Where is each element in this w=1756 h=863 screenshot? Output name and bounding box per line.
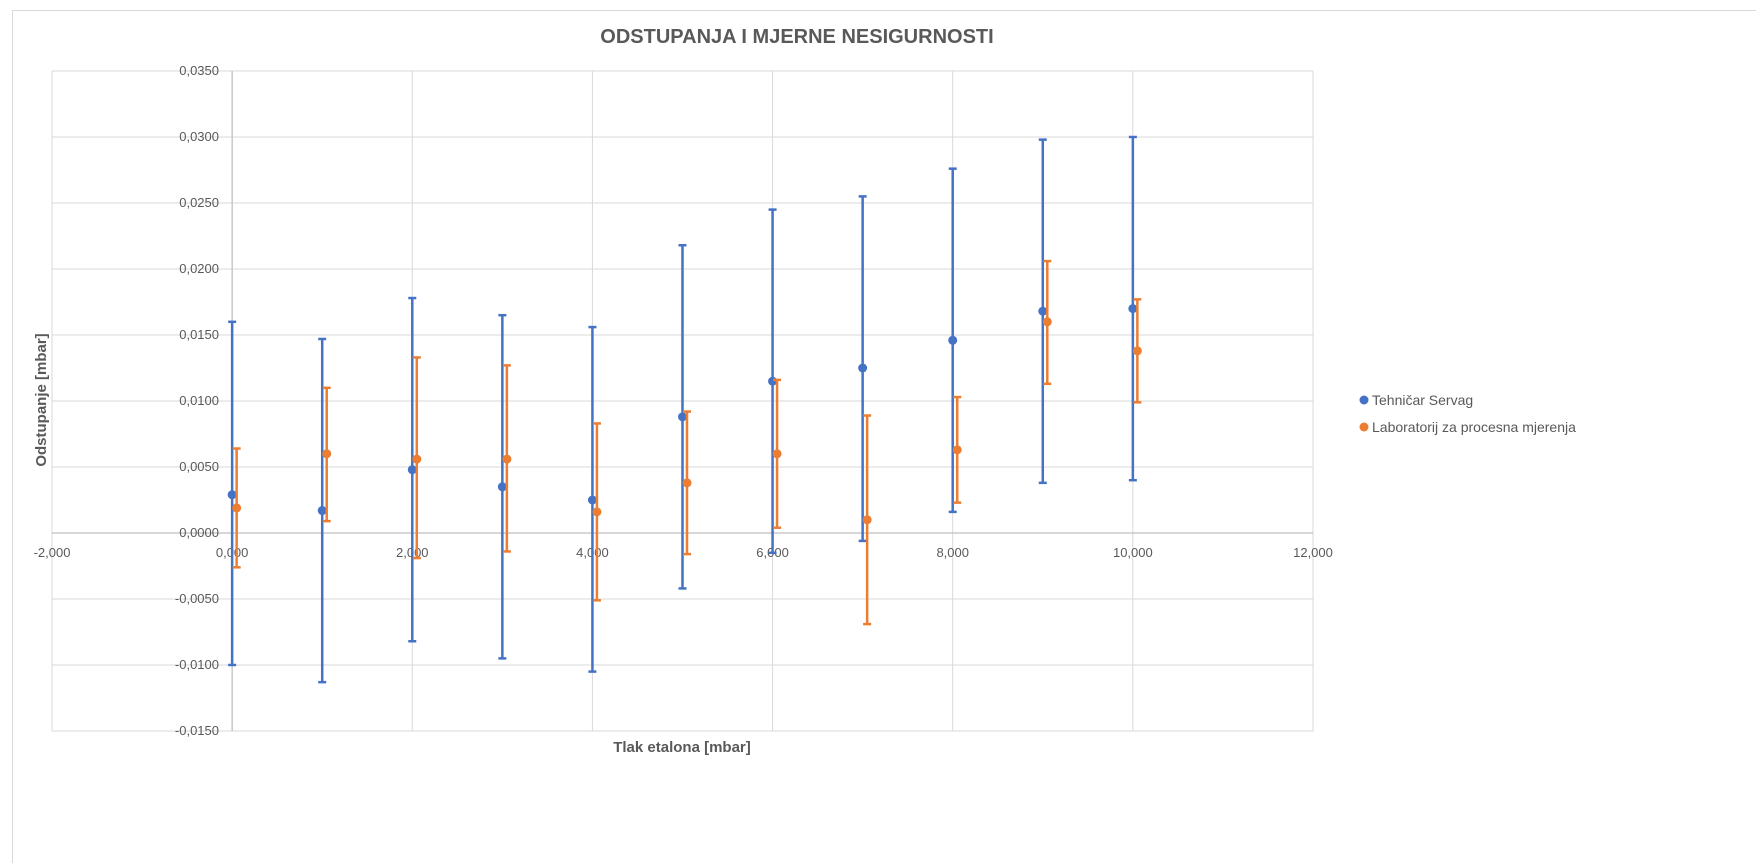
y-tick-label: -0,0050	[175, 591, 219, 606]
data-point	[322, 449, 332, 459]
legend-label: Laboratorij za procesna mjerenja	[1372, 419, 1576, 435]
data-point	[502, 454, 512, 464]
y-tick-label: 0,0000	[179, 525, 219, 540]
data-point	[678, 412, 687, 422]
y-tick-label: 0,0350	[179, 63, 219, 78]
chart-title: ODSTUPANJA I MJERNE NESIGURNOSTI	[600, 26, 993, 48]
chart-frame	[12, 10, 1756, 863]
data-point	[407, 465, 417, 475]
x-tick-label: 8,000	[936, 545, 969, 560]
data-point	[1132, 346, 1142, 356]
data-point	[858, 363, 868, 373]
data-point	[772, 449, 782, 459]
x-tick-label: 10,000	[1113, 545, 1153, 560]
series	[227, 135, 1142, 684]
legend: Tehničar Servag Laboratorij za procesna m…	[1359, 392, 1576, 435]
data-point	[497, 482, 507, 492]
data-point	[948, 335, 958, 345]
y-tick-label: 0,0100	[179, 393, 219, 408]
y-tick-label: 0,0300	[179, 129, 219, 144]
series-2	[232, 259, 1142, 626]
data-point	[682, 478, 692, 488]
y-tick-label: -0,0100	[175, 657, 219, 672]
data-point	[232, 503, 242, 513]
data-point	[1042, 317, 1052, 327]
y-tick-label: -0,0150	[175, 723, 219, 738]
data-point	[412, 454, 422, 464]
y-axis-title: Odstupanje [mbar]	[33, 333, 50, 466]
data-point	[952, 445, 962, 455]
data-point	[587, 495, 597, 505]
legend-marker	[1359, 395, 1369, 405]
legend-marker	[1359, 422, 1369, 432]
data-point	[317, 506, 327, 516]
y-tick-label: 0,0200	[179, 261, 219, 276]
x-axis-title: Tlak etalona [mbar]	[613, 739, 751, 756]
legend-label: Tehničar Servag	[1372, 392, 1473, 408]
x-tick-label: -2,000	[34, 545, 71, 560]
y-tick-label: 0,0250	[179, 195, 219, 210]
data-point	[1038, 306, 1048, 316]
data-point	[1128, 304, 1138, 314]
data-point	[227, 490, 237, 500]
y-tick-label: 0,0050	[179, 459, 219, 474]
series-1	[227, 135, 1138, 684]
y-tick-label: 0,0150	[179, 327, 219, 342]
data-point	[768, 376, 778, 386]
x-tick-label: 12,000	[1293, 545, 1333, 560]
data-point	[592, 507, 602, 517]
data-point	[862, 515, 872, 525]
